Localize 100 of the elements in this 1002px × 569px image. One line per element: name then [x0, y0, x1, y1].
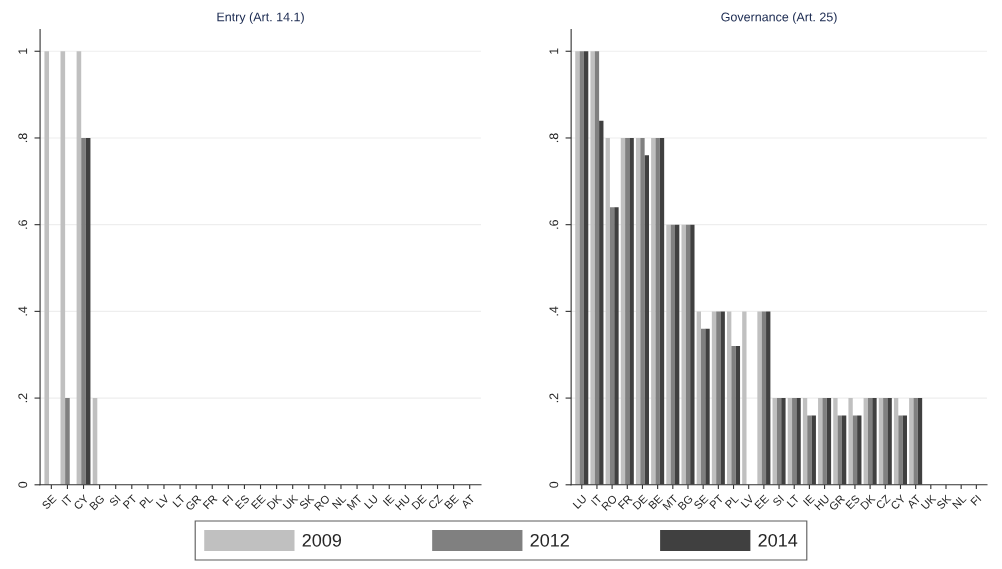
bar [826, 398, 832, 485]
bar [913, 398, 918, 485]
x-tick-label: SI [772, 494, 785, 507]
x-tick-label: DE [411, 494, 427, 510]
bar [590, 51, 595, 485]
x-tick-label: LT [786, 494, 800, 508]
x-tick-label: IT [61, 494, 73, 506]
bar [811, 415, 816, 485]
bar [594, 51, 600, 485]
x-tick-label: PT [709, 494, 724, 509]
bar [852, 415, 858, 485]
x-tick-label: BG [89, 494, 105, 511]
y-tick-label: .6 [549, 220, 559, 229]
x-tick-label: HU [814, 494, 830, 511]
x-tick-label: FI [222, 494, 234, 506]
x-tick-label: SE [693, 494, 709, 510]
bar [857, 415, 862, 485]
bar [848, 398, 853, 485]
x-tick-label: PL [724, 494, 739, 509]
chart-title: Governance (Art. 25) [721, 12, 837, 24]
bar [696, 311, 701, 485]
y-tick-label: .8 [549, 133, 559, 143]
bar [685, 224, 691, 485]
y-tick-label: .4 [549, 306, 559, 316]
x-tick-label: FR [202, 494, 218, 510]
bar [841, 415, 847, 485]
legend-label: 2014 [758, 533, 798, 547]
bar [776, 398, 782, 485]
x-tick-label: BE [444, 494, 459, 510]
x-tick-label: MT [662, 494, 679, 511]
bar [620, 137, 626, 485]
x-tick-label: AT [906, 494, 922, 509]
x-tick-label: CZ [427, 494, 444, 510]
bar [640, 137, 645, 485]
bar [670, 224, 675, 485]
x-tick-label: AT [460, 494, 476, 509]
x-tick-label: FI [970, 494, 982, 506]
bar [609, 207, 615, 485]
bar [605, 137, 610, 485]
bar [761, 311, 767, 485]
bar [614, 207, 619, 485]
x-tick-label: FR [617, 494, 633, 510]
y-tick-label: .4 [18, 306, 28, 316]
bar [833, 398, 838, 485]
x-tick-label: BG [677, 494, 694, 511]
bar [711, 311, 717, 485]
x-tick-label: NL [331, 494, 347, 509]
bar [766, 311, 771, 485]
bar [837, 415, 842, 485]
y-tick-label: 0 [549, 481, 559, 488]
bar [651, 137, 656, 485]
bar [772, 398, 777, 485]
x-tick-label: PL [139, 494, 154, 509]
x-tick-label: SE [41, 494, 57, 510]
x-tick-label: CY [73, 494, 90, 511]
bar [690, 224, 695, 485]
x-tick-label: SK [298, 494, 315, 510]
y-tick-label: 0 [18, 481, 28, 488]
bar [575, 51, 580, 485]
y-tick-label: .8 [18, 133, 28, 143]
x-tick-label: LU [364, 494, 379, 509]
bar [883, 398, 888, 485]
x-tick-label: BE [648, 494, 663, 510]
bar [757, 311, 762, 485]
x-tick-label: IE [803, 494, 815, 507]
x-tick-label: DK [860, 494, 876, 510]
x-tick-label: UK [920, 494, 937, 510]
x-tick-label: LU [572, 494, 587, 509]
chart-title: Entry (Art. 14.1) [217, 12, 304, 24]
bar [644, 155, 649, 485]
bar [625, 137, 630, 485]
y-tick-label: 1 [18, 48, 28, 54]
x-tick-label: EE [250, 494, 266, 510]
bar [666, 224, 671, 485]
x-tick-label: ES [845, 494, 861, 510]
x-tick-label: EE [754, 494, 770, 510]
x-tick-label: LV [155, 494, 170, 508]
bar [822, 398, 827, 485]
bar [893, 398, 899, 485]
x-tick-label: LT [172, 494, 186, 508]
x-tick-label: CY [890, 494, 907, 511]
x-tick-label: PT [122, 494, 138, 509]
bar [735, 346, 741, 485]
bar [720, 311, 725, 485]
x-tick-label: DE [632, 494, 648, 510]
bar [902, 415, 907, 485]
bar [705, 328, 710, 485]
bar [802, 398, 808, 485]
bar [44, 51, 50, 485]
bar [629, 137, 634, 485]
x-tick-label: SI [108, 494, 121, 507]
y-tick-label: .6 [18, 220, 28, 229]
x-tick-label: LV [740, 494, 755, 508]
bar [659, 137, 665, 485]
bar [731, 346, 736, 485]
bar [701, 328, 706, 485]
bar [867, 398, 873, 485]
bar [655, 137, 660, 485]
bar [781, 398, 786, 485]
bar [742, 311, 747, 485]
